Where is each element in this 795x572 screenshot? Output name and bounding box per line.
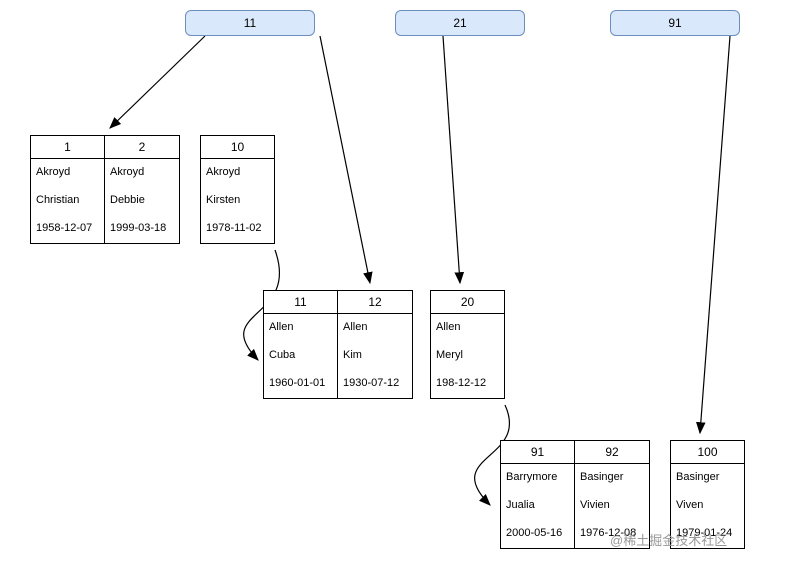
leaf-column: 1AkroydChristian1958-12-07: [30, 135, 105, 244]
leaf-cell: Akroyd: [201, 159, 274, 187]
leaf-cell: 1978-11-02: [201, 215, 274, 243]
leaf-cell: 1958-12-07: [31, 215, 104, 243]
leaf-column: 91BarrymoreJualia2000-05-16: [500, 440, 575, 549]
index-node-21: 21: [395, 10, 525, 36]
watermark-text: @稀土掘金技术社区: [610, 530, 727, 549]
edge-arrow: [110, 36, 205, 128]
leaf-cell: Kim: [338, 342, 412, 370]
leaf-column: 10AkroydKirsten1978-11-02: [200, 135, 275, 244]
leaf-cell: Basinger: [575, 464, 649, 492]
edge-arrow: [320, 36, 370, 283]
leaf-group-grpB: 10AkroydKirsten1978-11-02: [200, 135, 275, 244]
leaf-header: 1: [31, 136, 104, 159]
index-node-label: 11: [244, 16, 256, 30]
leaf-cell: Meryl: [431, 342, 504, 370]
leaf-column: 11AllenCuba1960-01-01: [263, 290, 338, 399]
leaf-header: 100: [671, 441, 744, 464]
leaf-group-grpC: 11AllenCuba1960-01-0112AllenKim1930-07-1…: [263, 290, 413, 399]
leaf-column: 12AllenKim1930-07-12: [338, 290, 413, 399]
leaf-cell: Christian: [31, 187, 104, 215]
leaf-cell: Allen: [264, 314, 337, 342]
leaf-cell: Allen: [338, 314, 412, 342]
leaf-header: 10: [201, 136, 274, 159]
leaf-header: 2: [105, 136, 179, 159]
index-node-label: 21: [453, 16, 466, 30]
leaf-header: 11: [264, 291, 337, 314]
leaf-cell: Vivien: [575, 492, 649, 520]
leaf-cell: Akroyd: [105, 159, 179, 187]
leaf-cell: Kirsten: [201, 187, 274, 215]
leaf-column: 20AllenMeryl198-12-12: [430, 290, 505, 399]
index-node-91: 91: [610, 10, 740, 36]
edge-arrow: [700, 36, 730, 433]
leaf-column: 2AkroydDebbie1999-03-18: [105, 135, 180, 244]
leaf-group-grpD: 20AllenMeryl198-12-12: [430, 290, 505, 399]
leaf-cell: Basinger: [671, 464, 744, 492]
leaf-cell: Barrymore: [501, 464, 574, 492]
leaf-cell: Akroyd: [31, 159, 104, 187]
leaf-cell: Allen: [431, 314, 504, 342]
edge-arrow: [443, 36, 460, 283]
leaf-cell: 1999-03-18: [105, 215, 179, 243]
leaf-cell: Cuba: [264, 342, 337, 370]
leaf-cell: 1960-01-01: [264, 370, 337, 398]
leaf-header: 92: [575, 441, 649, 464]
leaf-header: 12: [338, 291, 412, 314]
index-node-11: 11: [185, 10, 315, 36]
leaf-header: 20: [431, 291, 504, 314]
leaf-header: 91: [501, 441, 574, 464]
leaf-cell: 198-12-12: [431, 370, 504, 398]
leaf-group-grpA: 1AkroydChristian1958-12-072AkroydDebbie1…: [30, 135, 180, 244]
leaf-cell: 1930-07-12: [338, 370, 412, 398]
index-node-label: 91: [668, 16, 681, 30]
leaf-cell: Viven: [671, 492, 744, 520]
leaf-cell: Jualia: [501, 492, 574, 520]
leaf-cell: 2000-05-16: [501, 520, 574, 548]
leaf-cell: Debbie: [105, 187, 179, 215]
